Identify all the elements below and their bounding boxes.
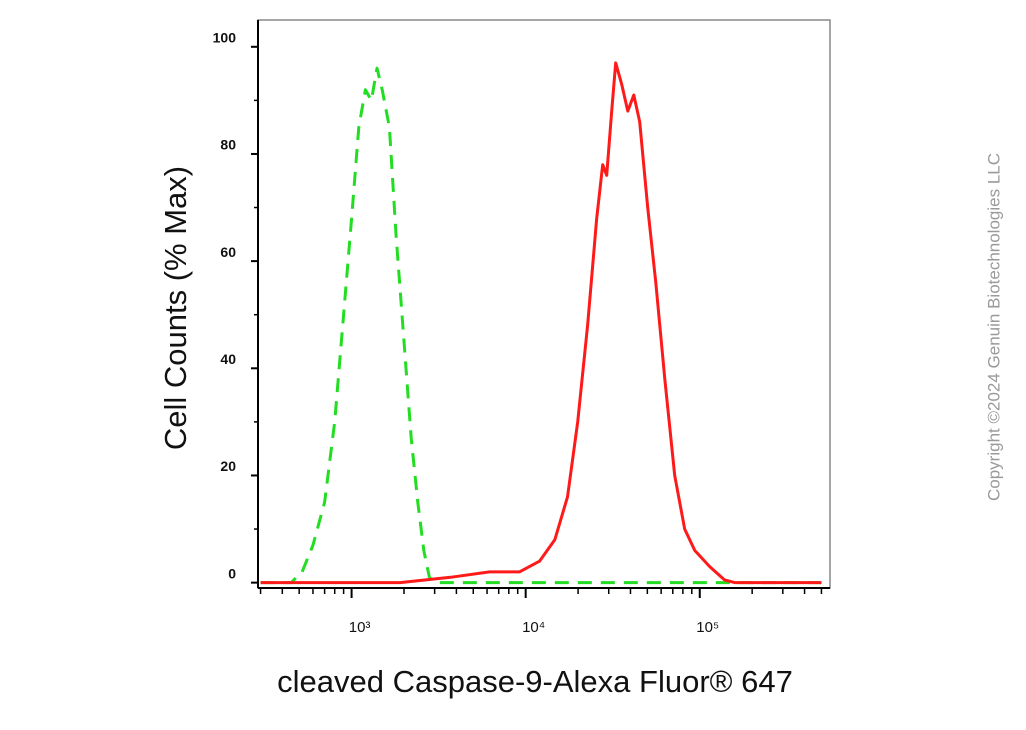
y-tick-label: 0: [228, 565, 236, 581]
series-line: [260, 66, 822, 585]
x-tick-label: 10³: [349, 619, 371, 636]
series-line: [260, 61, 822, 585]
y-tick-label: 20: [220, 458, 236, 474]
y-tick-label: 100: [213, 29, 237, 45]
watermark: Copyright ©2024 Genuin Biotechnologies L…: [984, 153, 1003, 501]
y-tick-label: 60: [220, 244, 236, 260]
x-tick-label: 10⁴: [522, 619, 545, 636]
y-tick-label: 40: [220, 351, 236, 367]
x-tick-label: 10⁵: [696, 619, 719, 636]
x-axis-title: cleaved Caspase-9-Alexa Fluor® 647: [277, 664, 793, 699]
plot-frame: [257, 19, 831, 589]
y-tick-label: 80: [220, 137, 236, 153]
y-axis-title: Cell Counts (% Max): [158, 166, 193, 450]
